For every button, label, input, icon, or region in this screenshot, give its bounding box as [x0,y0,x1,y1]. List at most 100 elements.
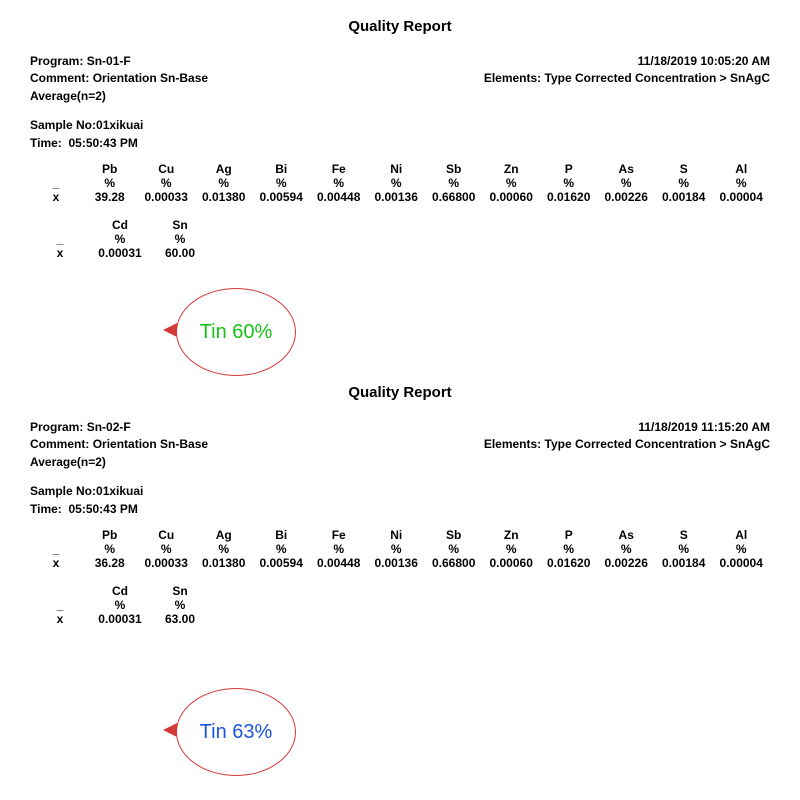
sample-label: Sample No: [30,118,96,132]
col-header: Ag [195,162,253,176]
col-header: Cd [90,218,150,232]
unit-cell: % [655,542,713,556]
time-label: Time: [30,502,62,516]
tin-callout: Tin 63% [176,688,296,776]
time-value: 05:50:43 PM [68,136,137,150]
col-header: Sn [150,218,210,232]
value-cell: 0.00594 [252,190,310,204]
unit-cell: % [137,176,195,190]
col-header: P [540,528,598,542]
unit-cell: % [655,176,713,190]
value-cell: 0.00226 [597,556,655,570]
average-value: Average(n=2) [30,89,106,103]
unit-cell: % [597,542,655,556]
tin-callout-text: Tin 60% [200,321,273,344]
col-header: Fe [310,162,368,176]
row-dash: _ [30,598,90,612]
tin-callout: Tin 60% [176,288,296,376]
value-cell: 0.00594 [252,556,310,570]
tin-callout-text: Tin 63% [200,721,273,744]
value-cell: 0.00136 [367,556,425,570]
value-cell: 0.00184 [655,190,713,204]
callout-pointer [163,723,177,737]
elements-label: Elements: [484,437,541,451]
sample-block: Sample No:01xikuai Time: 05:50:43 PM [30,483,770,518]
value-cell: 0.01620 [540,190,598,204]
program-value: Sn-02-F [87,420,131,434]
report-title: Quality Report [30,384,770,401]
unit-cell: % [90,598,150,612]
sample-value: 01xikuai [96,118,143,132]
report-title: Quality Report [30,18,770,35]
comment-value: Orientation Sn-Base [93,71,208,85]
col-header: Ni [367,528,425,542]
meta-block: Program: Sn-01-F Comment: Orientation Sn… [30,53,770,105]
unit-cell: % [252,176,310,190]
value-cell: 60.00 [150,246,210,260]
value-cell: 0.00226 [597,190,655,204]
program-label: Program: [30,420,83,434]
row-dash: _ [30,176,82,190]
row-dash: _ [30,232,90,246]
unit-cell: % [482,176,540,190]
time-value: 05:50:43 PM [68,502,137,516]
col-header: Bi [252,528,310,542]
col-header: S [655,528,713,542]
unit-cell: % [195,176,253,190]
value-cell: 0.00184 [655,556,713,570]
report-2: Quality Report Program: Sn-02-F Comment:… [0,366,800,636]
col-header: Pb [82,162,137,176]
value-cell: 0.66800 [425,556,483,570]
unit-cell: % [367,176,425,190]
row-x: x [30,612,90,626]
row-x: x [30,190,82,204]
elements-value: Type Corrected Concentration > SnAgC [545,71,770,85]
value-cell: 39.28 [82,190,137,204]
program-label: Program: [30,54,83,68]
value-cell: 0.00031 [90,246,150,260]
col-header: P [540,162,598,176]
value-cell: 0.00060 [482,556,540,570]
datetime-value: 11/18/2019 10:05:20 AM [484,53,770,70]
col-header: Bi [252,162,310,176]
col-header: Zn [482,162,540,176]
meta-block: Program: Sn-02-F Comment: Orientation Sn… [30,419,770,471]
col-header: Cu [137,162,195,176]
value-cell: 0.01620 [540,556,598,570]
value-cell: 0.00136 [367,190,425,204]
unit-cell: % [82,542,137,556]
unit-cell: % [712,542,770,556]
table-row-2: Cd Sn _ % % x 0.00031 63.00 [30,584,770,626]
col-header: Cd [90,584,150,598]
program-value: Sn-01-F [87,54,131,68]
comment-label: Comment: [30,437,89,451]
unit-cell: % [597,176,655,190]
col-header: Al [712,162,770,176]
report-1: Quality Report Program: Sn-01-F Comment:… [0,0,800,346]
value-cell: 0.00060 [482,190,540,204]
row-dash: _ [30,542,82,556]
time-label: Time: [30,136,62,150]
col-header: Sb [425,528,483,542]
comment-value: Orientation Sn-Base [93,437,208,451]
value-cell: 0.00031 [90,612,150,626]
value-cell: 0.00448 [310,190,368,204]
col-header: Fe [310,528,368,542]
unit-cell: % [425,542,483,556]
unit-cell: % [367,542,425,556]
unit-cell: % [425,176,483,190]
unit-cell: % [540,176,598,190]
unit-cell: % [310,542,368,556]
row-x: x [30,556,82,570]
value-cell: 0.00033 [137,190,195,204]
unit-cell: % [195,542,253,556]
col-header: Sn [150,584,210,598]
value-cell: 36.28 [82,556,137,570]
sample-block: Sample No:01xikuai Time: 05:50:43 PM [30,117,770,152]
col-header: As [597,528,655,542]
col-header: Ni [367,162,425,176]
row-x: x [30,246,90,260]
elements-value: Type Corrected Concentration > SnAgC [545,437,770,451]
sample-value: 01xikuai [96,484,143,498]
table-row-1: Pb Cu Ag Bi Fe Ni Sb Zn P As S Al _ % % … [30,528,770,570]
